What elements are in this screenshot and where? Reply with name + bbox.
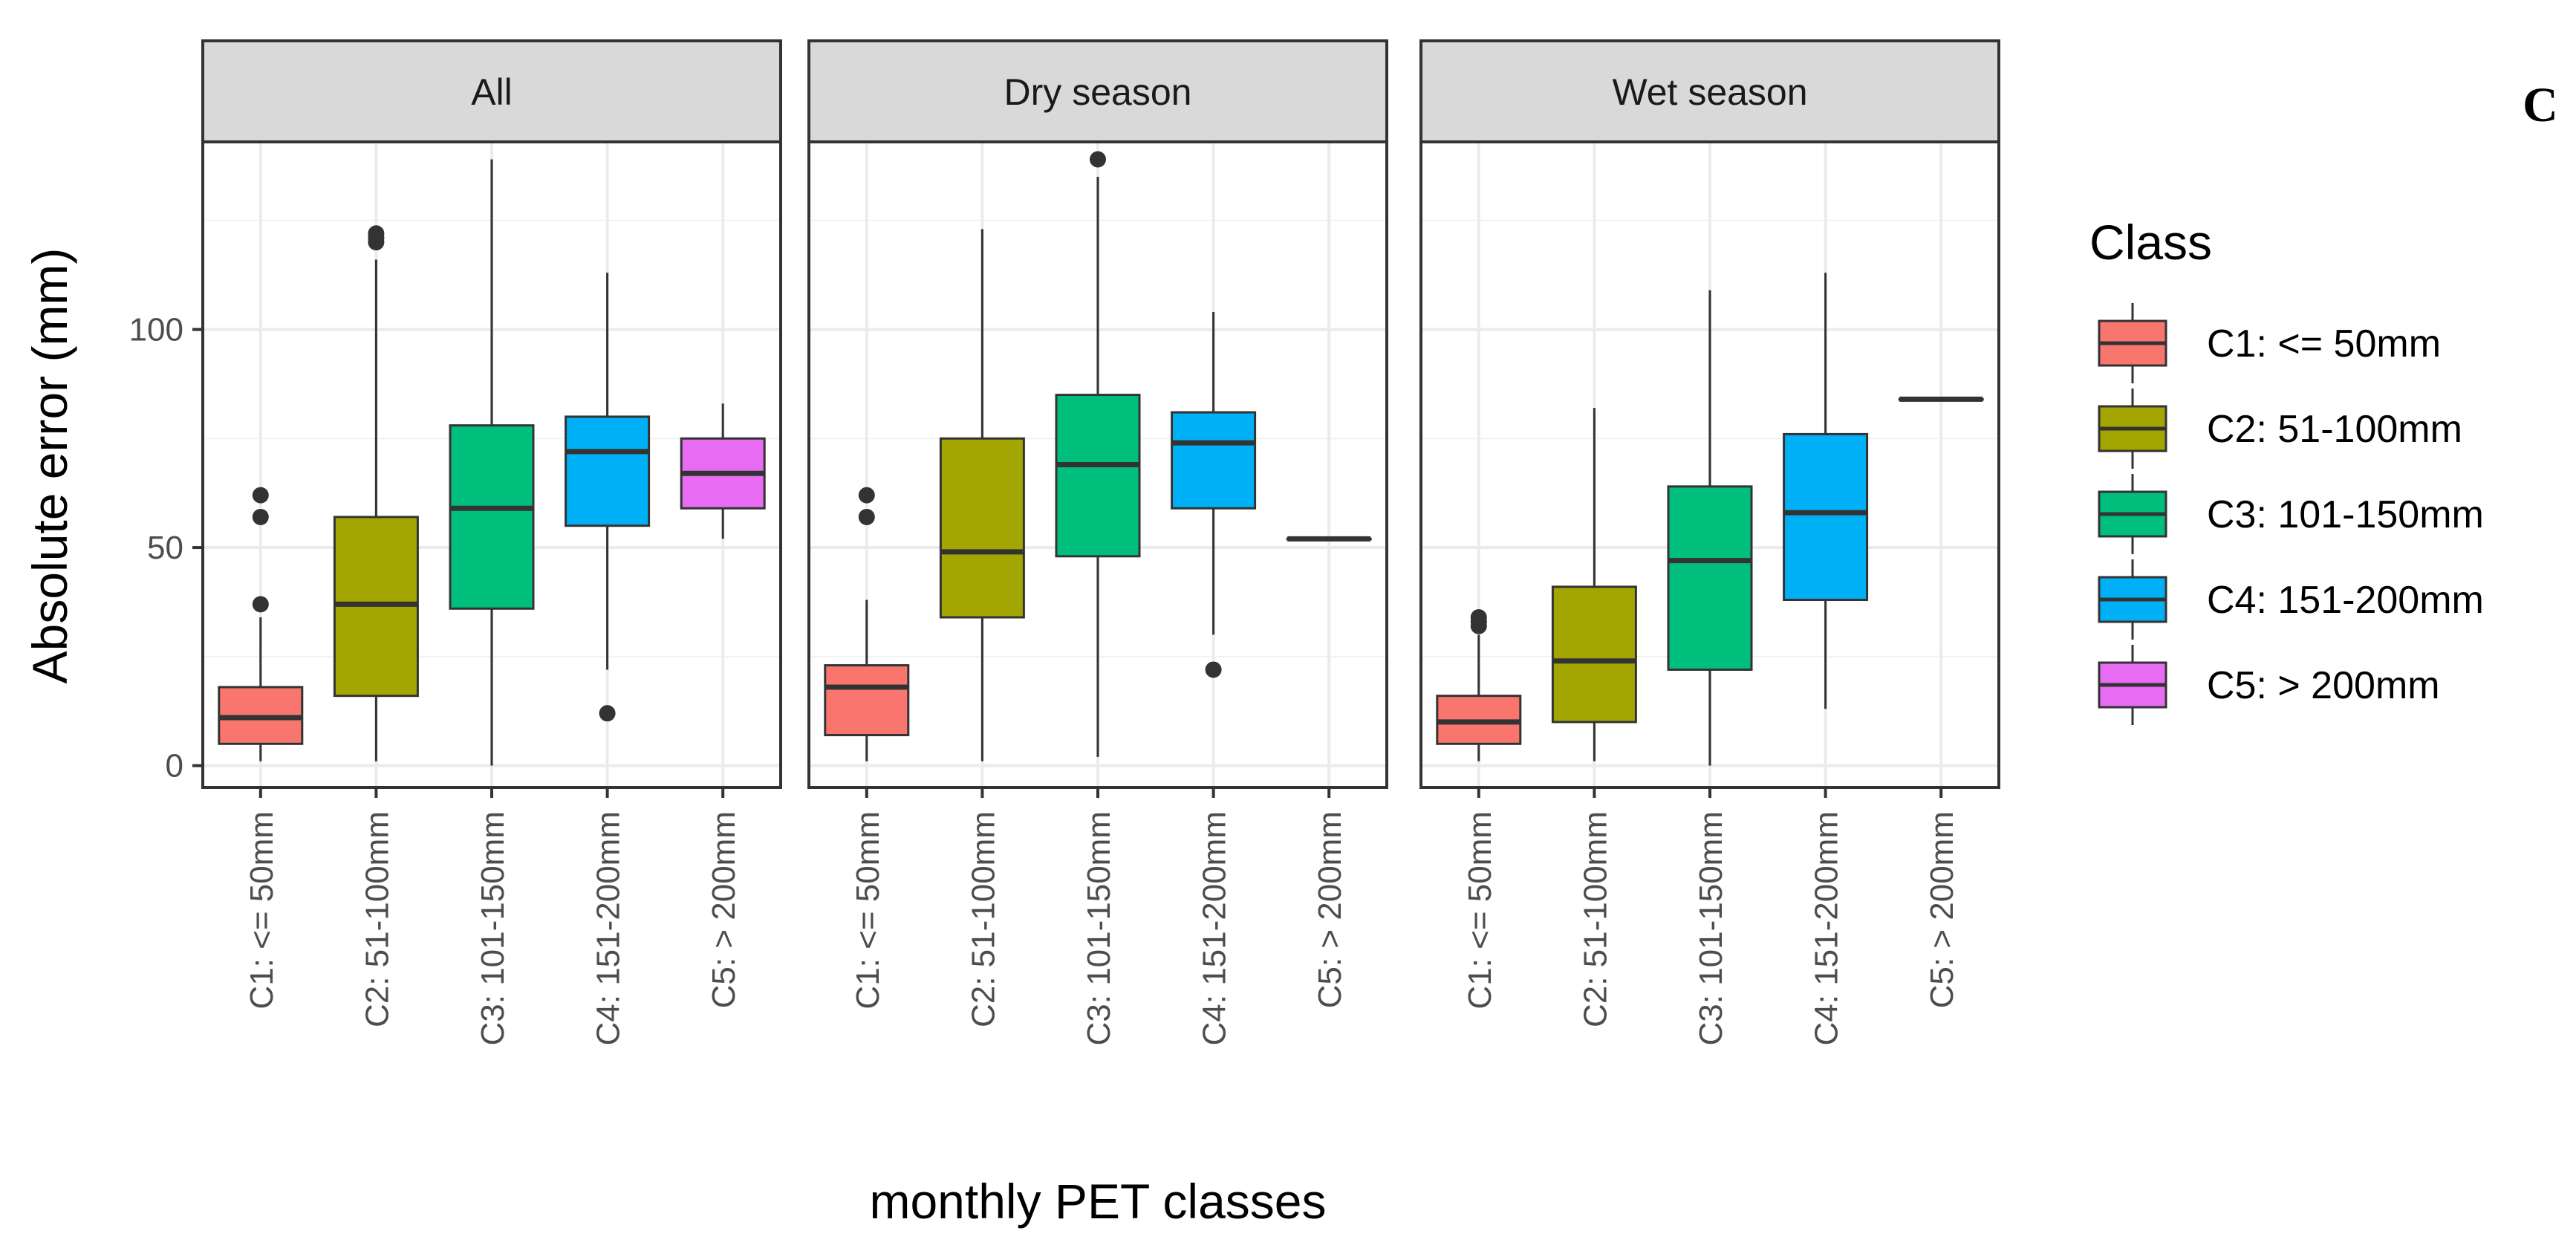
box-rect <box>824 664 910 737</box>
x-tick-label: C5: > 200mm <box>1312 811 1348 1008</box>
box-C4 <box>1783 273 1869 709</box>
legend-label: C5: > 200mm <box>2207 664 2440 707</box>
box-rect <box>1551 585 1637 724</box>
y-axis-title: Absolute error (mm) <box>22 248 77 684</box>
x-tick-label: C2: 51-100mm <box>1577 811 1613 1027</box>
x-tick-label: C3: 101-150mm <box>1693 811 1729 1045</box>
strip-title: Dry season <box>1004 71 1192 113</box>
legend-key-3 <box>2098 474 2167 554</box>
box-rect <box>1055 394 1141 558</box>
outlier-point <box>858 487 875 504</box>
legend-label: C4: 151-200mm <box>2207 579 2484 622</box>
strip-background <box>1419 39 2000 143</box>
legend: Class C1: <= 50mm C2: 51-100mm C3: 101-150m… <box>2089 215 2484 725</box>
box-rect <box>1783 432 1869 602</box>
outlier-point <box>252 596 269 613</box>
x-axis-title: monthly PET classes <box>869 1174 1326 1229</box>
box-C1 <box>1436 609 1522 761</box>
box-C3 <box>1055 151 1141 757</box>
outlier-point <box>368 225 385 242</box>
y-tick-label: 0 <box>166 748 183 784</box>
x-tick-label: C4: 151-200mm <box>1809 811 1845 1045</box>
outlier-point <box>1205 661 1222 678</box>
box-C2 <box>939 229 1025 761</box>
x-tick-label: C1: <= 50mm <box>850 811 886 1010</box>
x-tick-label: C5: > 200mm <box>706 811 742 1008</box>
legend-label: C3: 101-150mm <box>2207 493 2484 536</box>
legend-key-2 <box>2098 389 2167 469</box>
y-tick-label: 100 <box>129 311 183 348</box>
strip-title: Wet season <box>1612 71 1807 113</box>
x-tick-label: C2: 51-100mm <box>359 811 395 1027</box>
box-C5 <box>680 403 766 539</box>
x-tick-label: C4: 151-200mm <box>1197 811 1233 1045</box>
outlier-point <box>1090 151 1106 168</box>
x-tick-label: C2: 51-100mm <box>965 811 1001 1027</box>
box-C3 <box>1667 290 1753 766</box>
panel-letter: C <box>2523 78 2558 132</box>
legend-key-5 <box>2098 645 2167 725</box>
box-rect <box>565 415 651 527</box>
outlier-point <box>599 705 616 722</box>
x-tick-label: C3: 101-150mm <box>1081 811 1117 1045</box>
box-rect <box>1667 485 1753 671</box>
legend-key-1 <box>2098 303 2167 383</box>
legend-key-4 <box>2098 559 2167 640</box>
legend-label: C2: 51-100mm <box>2207 408 2462 451</box>
x-tick-label: C3: 101-150mm <box>475 811 511 1045</box>
strip-background <box>201 39 782 143</box>
x-tick-label: C1: <= 50mm <box>244 811 280 1010</box>
box-C2 <box>1551 408 1637 761</box>
box-rect <box>1171 411 1257 510</box>
panels-group: All C1: <= 50mm C2: 51-100mm C3: 101-150mm C… <box>201 39 2000 1045</box>
panel-3: Wet season C1: <= 50mm C2: 51-100mm C3: 101… <box>1419 39 2000 1045</box>
y-tick-label: 50 <box>147 530 183 566</box>
outlier-point <box>252 508 269 525</box>
x-tick-label: C5: > 200mm <box>1924 811 1960 1008</box>
box-rect <box>449 424 535 610</box>
box-C2 <box>333 225 419 761</box>
box-C4 <box>565 273 651 722</box>
box-C1 <box>824 487 910 761</box>
panel-1: All C1: <= 50mm C2: 51-100mm C3: 101-150mm C… <box>201 39 782 1045</box>
strip-background <box>807 39 1388 143</box>
box-C4 <box>1171 311 1257 678</box>
y-axis: 0 50 100 <box>129 311 203 784</box>
box-C5 <box>1898 396 1984 402</box>
box-C1 <box>218 487 304 761</box>
outlier-point <box>1470 609 1487 626</box>
strip-title: All <box>471 71 513 113</box>
outlier-point <box>252 487 269 504</box>
outlier-point <box>858 508 875 525</box>
legend-title: Class <box>2089 215 2212 270</box>
x-tick-label: C4: 151-200mm <box>591 811 627 1045</box>
box-C3 <box>449 159 535 766</box>
legend-label: C1: <= 50mm <box>2207 322 2441 365</box>
x-tick-label: C1: <= 50mm <box>1462 811 1498 1010</box>
panel-2: Dry season C1: <= 50mm C2: 51-100mm C3: 101… <box>807 39 1388 1045</box>
box-rect <box>939 437 1025 619</box>
